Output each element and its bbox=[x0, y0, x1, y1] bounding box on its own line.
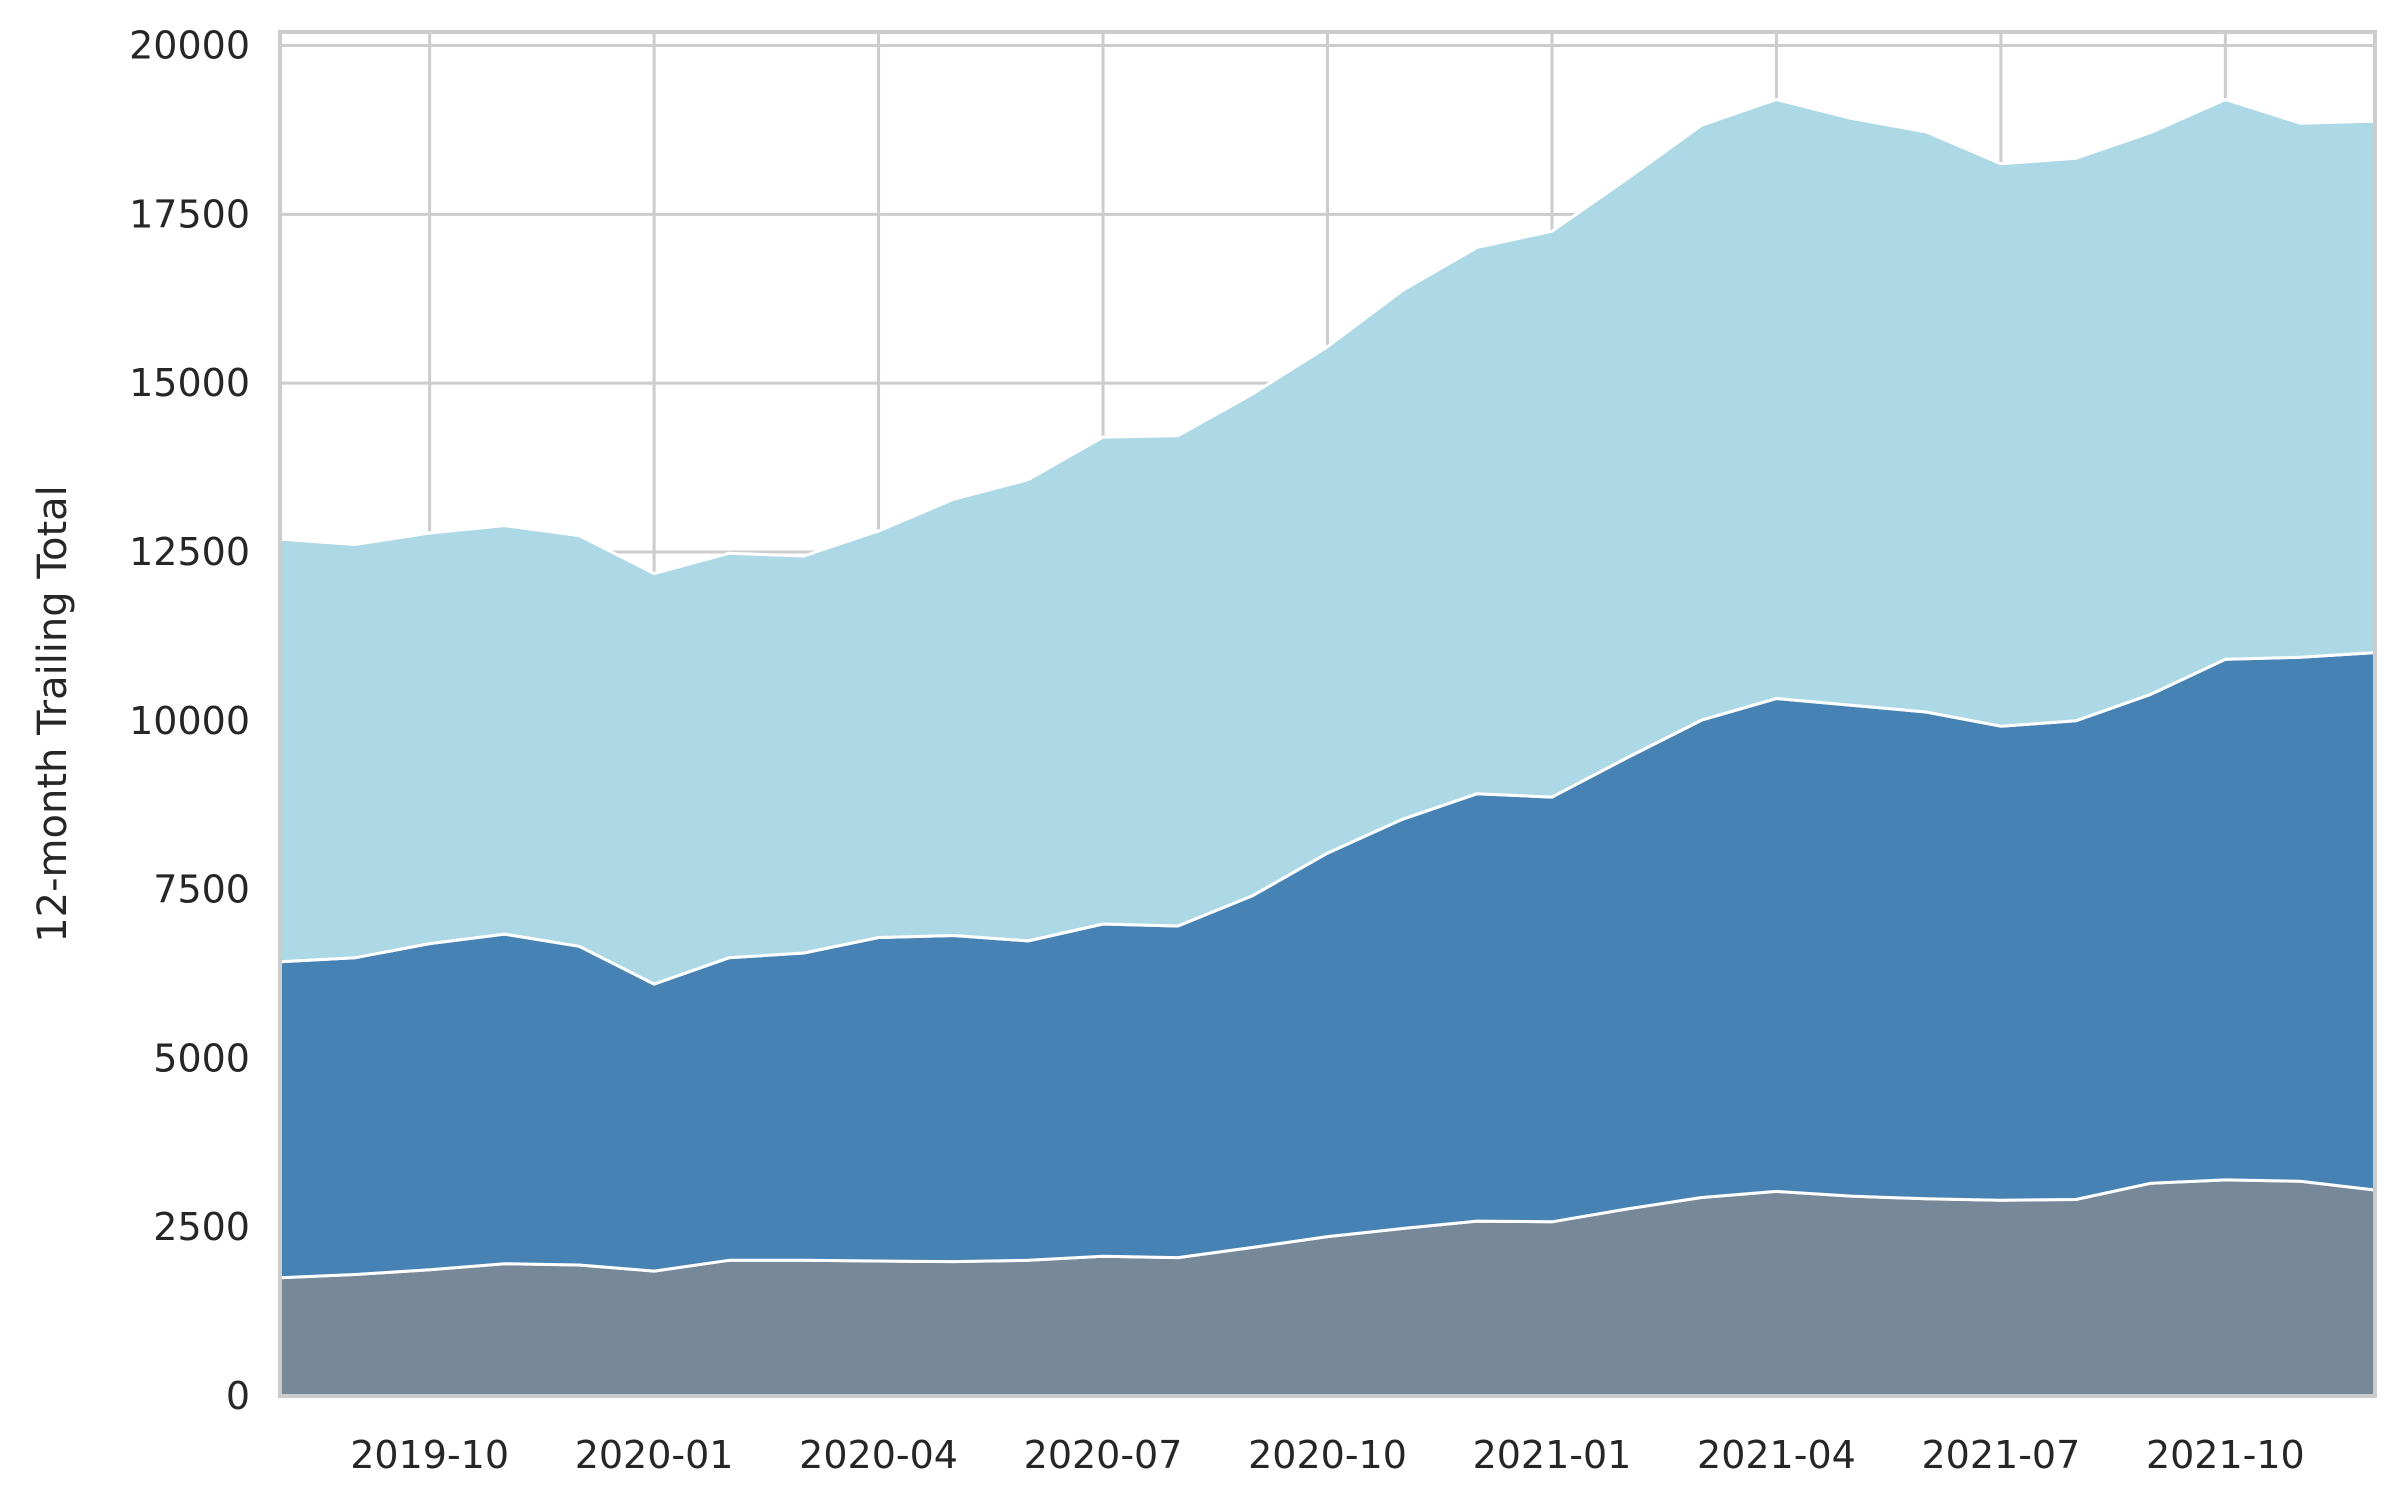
y-tick-label: 7500 bbox=[153, 868, 250, 912]
plot-frame bbox=[278, 30, 2377, 1398]
x-tick-label: 2020-01 bbox=[575, 1433, 734, 1477]
x-tick-label: 2020-10 bbox=[1248, 1433, 1407, 1477]
y-tick-label: 15000 bbox=[129, 361, 250, 405]
y-tick-label: 10000 bbox=[129, 699, 250, 743]
x-tick-label: 2019-10 bbox=[350, 1433, 509, 1477]
x-tick-label: 2021-07 bbox=[1922, 1433, 2081, 1477]
y-tick-label: 2500 bbox=[153, 1205, 250, 1249]
y-tick-label: 12500 bbox=[129, 530, 250, 574]
x-tick-labels: 2019-10 2020-01 2020-04 2020-07 2020-10 2021-… bbox=[350, 1433, 2304, 1477]
x-tick-label: 2021-01 bbox=[1473, 1433, 1632, 1477]
plot-border bbox=[278, 30, 2377, 1398]
x-tick-label: 2020-07 bbox=[1024, 1433, 1183, 1477]
y-axis-label: 12-month Trailing Total bbox=[30, 485, 76, 943]
y-tick-label: 20000 bbox=[129, 24, 250, 68]
y-tick-label: 5000 bbox=[153, 1036, 250, 1080]
x-tick-label: 2021-10 bbox=[2146, 1433, 2305, 1477]
y-tick-label: 0 bbox=[226, 1374, 250, 1418]
y-tick-labels: 0 2500 5000 7500 10000 12500 15000 17500 20000 bbox=[129, 24, 250, 1418]
x-tick-label: 2021-04 bbox=[1697, 1433, 1856, 1477]
x-tick-label: 2020-04 bbox=[799, 1433, 958, 1477]
y-tick-label: 17500 bbox=[129, 192, 250, 236]
